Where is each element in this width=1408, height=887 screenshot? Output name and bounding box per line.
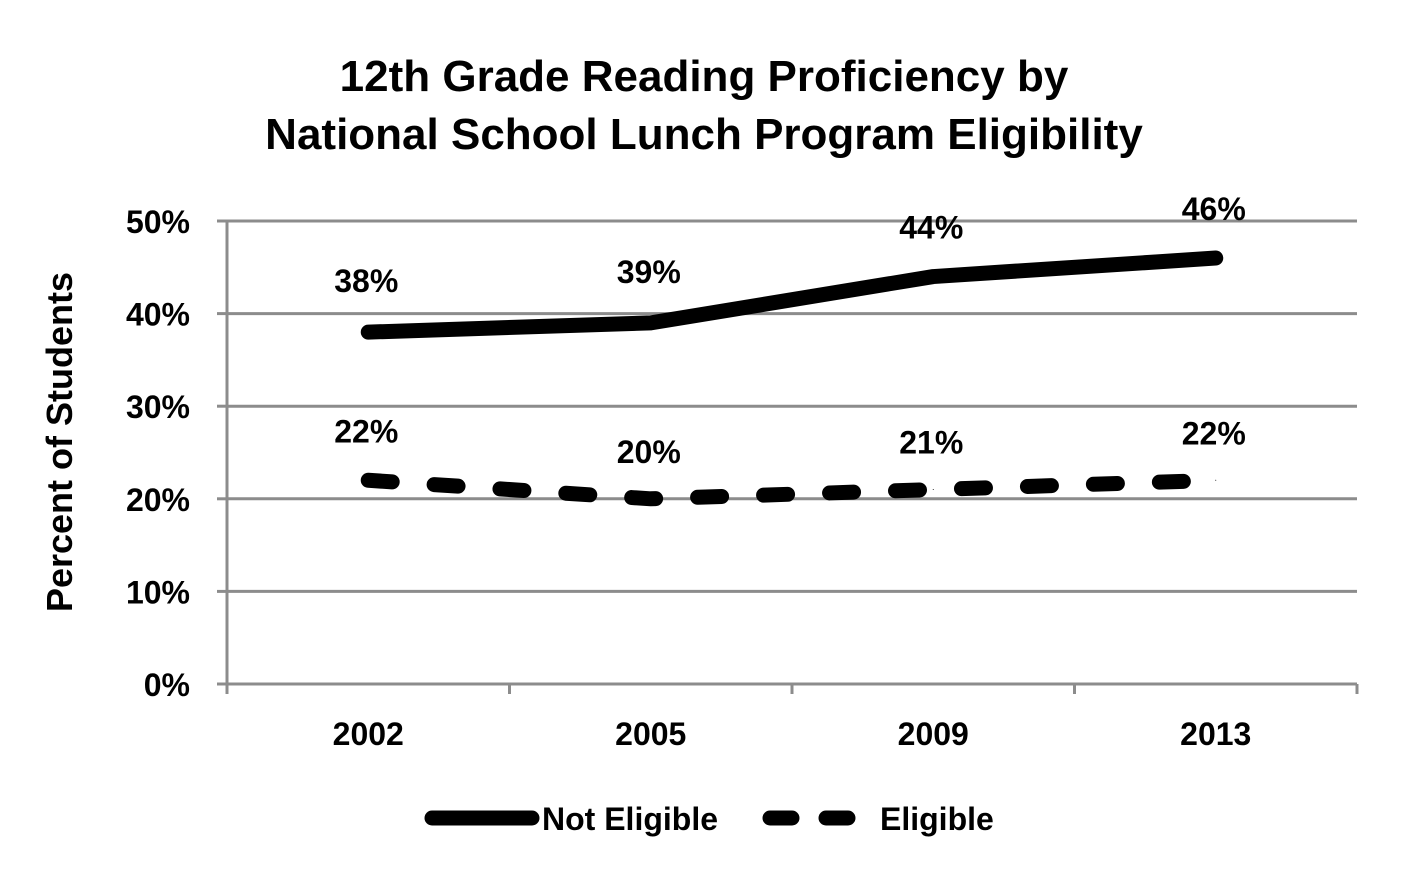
- y-axis-label: Percent of Students: [39, 272, 80, 612]
- data-label: 22%: [1182, 415, 1246, 451]
- data-point: [650, 498, 652, 500]
- data-label: 22%: [334, 413, 398, 449]
- data-point: [367, 331, 369, 333]
- y-tick-labels: 0% 10% 20% 30% 40% 50%: [126, 204, 190, 703]
- data-label: 21%: [899, 425, 963, 461]
- y-tick-label: 50%: [126, 204, 190, 240]
- data-point: [1215, 479, 1217, 481]
- data-labels: 38% 39% 44% 46% 22% 20% 21% 22%: [334, 191, 1246, 470]
- x-tick-label: 2013: [1180, 716, 1251, 752]
- data-point: [1215, 257, 1217, 259]
- legend-label: Eligible: [880, 801, 994, 837]
- data-label: 44%: [899, 210, 963, 246]
- x-tick-label: 2002: [333, 716, 404, 752]
- x-tick-labels: 2002 2005 2009 2013: [333, 716, 1252, 752]
- axes: [217, 219, 1359, 694]
- chart-title-line-1: 12th Grade Reading Proficiency by: [339, 52, 1069, 101]
- data-point: [650, 322, 652, 324]
- x-tick-label: 2005: [615, 716, 686, 752]
- legend: Not Eligible Eligible: [424, 801, 994, 837]
- y-tick-label: 30%: [126, 389, 190, 425]
- data-label: 20%: [617, 434, 681, 470]
- chart-title-line-2: National School Lunch Program Eligibilit…: [265, 110, 1143, 159]
- data-label: 46%: [1182, 191, 1246, 227]
- y-tick-label: 40%: [126, 297, 190, 333]
- gridlines: [227, 219, 1357, 593]
- data-point: [367, 479, 369, 481]
- series-line-not-eligible: [360, 250, 1224, 340]
- series-line-eligible: [360, 472, 1224, 507]
- data-point: [932, 276, 934, 278]
- legend-label: Not Eligible: [542, 801, 718, 837]
- y-tick-label: 0%: [144, 667, 190, 703]
- y-tick-label: 20%: [126, 482, 190, 518]
- y-tick-label: 10%: [126, 574, 190, 610]
- chart-title: 12th Grade Reading Proficiency by Nation…: [0, 48, 1408, 164]
- x-tick-label: 2009: [898, 716, 969, 752]
- data-label: 39%: [617, 254, 681, 290]
- data-point: [932, 489, 934, 491]
- data-label: 38%: [334, 263, 398, 299]
- series-lines: [360, 250, 1224, 507]
